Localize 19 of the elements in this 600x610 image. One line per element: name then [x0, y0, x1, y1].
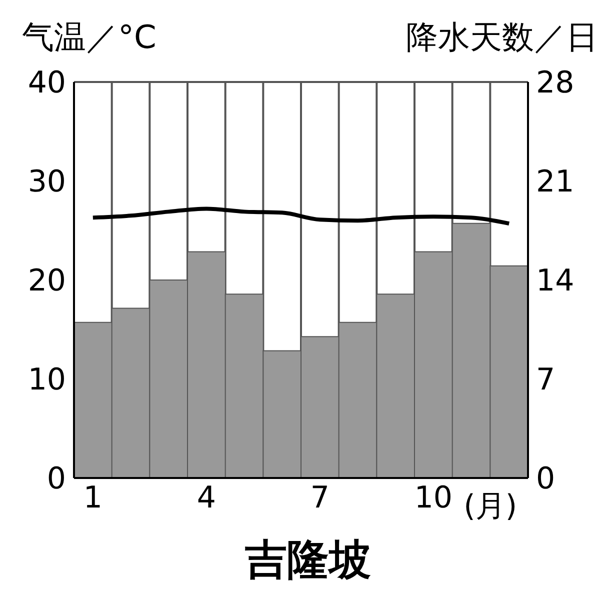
y2-tick-label: 14 [536, 264, 574, 299]
y-axis-title: 气温／°C [22, 17, 156, 58]
y2-tick-label: 0 [536, 462, 556, 497]
y-tick-label: 0 [46, 462, 66, 497]
x-tick-label: 1 [83, 480, 102, 516]
y-tick-label: 10 [28, 362, 66, 398]
y-tick-label: 40 [28, 66, 66, 101]
x-tick-label: 7 [310, 480, 330, 516]
text: 吉隆坡 [244, 534, 372, 586]
y2-axis-title: 降水天数／日 [406, 17, 598, 58]
y-tick-label: 30 [28, 164, 66, 200]
y2-tick-label: 28 [536, 66, 574, 101]
x-axis-title: (月) [464, 488, 518, 526]
y-tick-label: 20 [28, 264, 66, 299]
y2-tick-label: 7 [536, 362, 556, 398]
line-series [90, 206, 512, 226]
y2-tick-label: 21 [536, 164, 574, 200]
x-tick-label: 4 [196, 480, 216, 516]
x-tick-label: 10 [414, 480, 453, 516]
